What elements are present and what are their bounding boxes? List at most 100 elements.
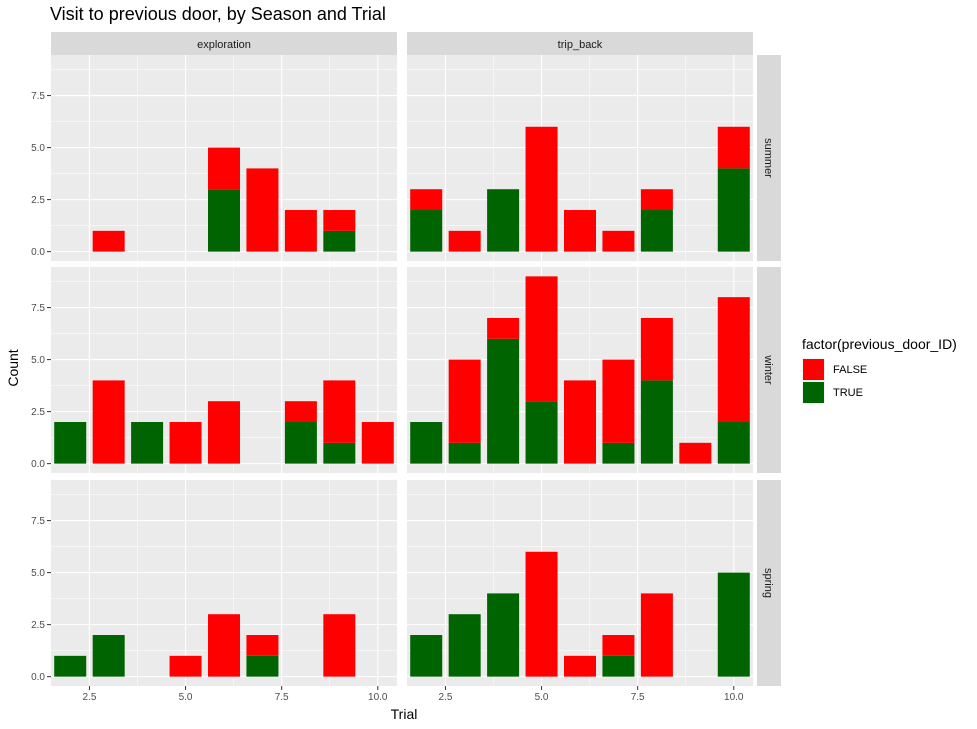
y-tick-label: 0.0 bbox=[31, 459, 45, 470]
bar-summer-trip_back-trial-3-false bbox=[448, 230, 481, 252]
facet-strip-spring bbox=[757, 480, 781, 686]
bar-winter-trip_back-trial-3-true bbox=[448, 442, 481, 464]
bar-winter-trip_back-trial-8-false bbox=[640, 317, 673, 381]
bar-winter-trip_back-trial-10-false bbox=[717, 297, 750, 423]
bar-winter-exploration-trial-9-false bbox=[323, 380, 356, 443]
facet-strip-label-summer: summer bbox=[762, 138, 774, 178]
legend-label-false: FALSE bbox=[833, 364, 867, 376]
legend: factor(previous_door_ID) FALSE TRUE bbox=[802, 336, 957, 404]
bar-spring-trip_back-trial-10-true bbox=[717, 572, 750, 677]
bar-spring-exploration-trial-7-false bbox=[246, 635, 279, 656]
x-tick-label: 7.5 bbox=[631, 692, 645, 703]
bar-winter-trip_back-trial-3-false bbox=[448, 359, 481, 443]
y-tick-label: 7.5 bbox=[31, 516, 45, 527]
bar-spring-exploration-trial-6-false bbox=[208, 614, 240, 677]
bar-winter-trip_back-trial-6-false bbox=[564, 380, 596, 464]
bar-summer-trip_back-trial-8-true bbox=[640, 210, 673, 252]
x-tick-label: 7.5 bbox=[275, 692, 289, 703]
facet-strip-label-exploration: exploration bbox=[197, 39, 251, 51]
x-tick-label: 10.0 bbox=[368, 692, 388, 703]
bar-spring-exploration-trial-2-true bbox=[54, 655, 87, 677]
facet-strip-label-trip_back: trip_back bbox=[558, 39, 603, 51]
y-tick-label: 2.5 bbox=[31, 407, 45, 418]
facet-strip-winter bbox=[757, 267, 781, 473]
facet-strip-trip_back bbox=[407, 32, 753, 55]
bar-winter-trip_back-trial-7-true bbox=[602, 442, 635, 464]
legend-title: factor(previous_door_ID) bbox=[802, 336, 957, 352]
bar-winter-exploration-trial-6-false bbox=[208, 401, 240, 464]
bar-summer-trip_back-trial-2-false bbox=[410, 189, 443, 211]
facet-strip-label-winter: winter bbox=[762, 354, 774, 385]
bar-summer-trip_back-trial-2-true bbox=[410, 210, 443, 252]
bar-spring-trip_back-trial-8-false bbox=[640, 593, 673, 677]
bar-spring-exploration-trial-3-true bbox=[92, 635, 125, 677]
bar-summer-trip_back-trial-6-false bbox=[564, 210, 596, 252]
bar-summer-trip_back-trial-10-false bbox=[717, 126, 750, 169]
bar-winter-trip_back-trial-4-true bbox=[487, 338, 520, 464]
legend-swatch-true bbox=[803, 382, 824, 403]
bar-spring-trip_back-trial-3-true bbox=[448, 614, 481, 677]
bar-summer-trip_back-trial-4-true bbox=[487, 189, 520, 252]
y-axis-title: Count bbox=[5, 349, 21, 386]
y-tick-label: 2.5 bbox=[31, 620, 45, 631]
bar-summer-exploration-trial-8-false bbox=[284, 210, 317, 252]
bar-winter-exploration-trial-2-true bbox=[54, 422, 87, 464]
bar-winter-exploration-trial-8-false bbox=[284, 401, 317, 423]
x-tick-label: 5.0 bbox=[535, 692, 549, 703]
bar-winter-exploration-trial-4-true bbox=[131, 422, 164, 464]
legend-label-true: TRUE bbox=[833, 387, 863, 399]
y-tick-label: 7.5 bbox=[31, 91, 45, 102]
y-tick-label: 5.0 bbox=[31, 568, 45, 579]
bar-summer-trip_back-trial-10-true bbox=[717, 168, 750, 252]
bar-spring-exploration-trial-9-false bbox=[323, 614, 356, 677]
bar-winter-exploration-trial-10-false bbox=[361, 422, 394, 464]
x-tick-label: 2.5 bbox=[438, 692, 452, 703]
bar-summer-trip_back-trial-8-false bbox=[640, 189, 673, 211]
bar-winter-trip_back-trial-10-true bbox=[717, 422, 750, 464]
y-tick-label: 5.0 bbox=[31, 143, 45, 154]
bar-spring-exploration-trial-7-true bbox=[246, 655, 279, 677]
bar-spring-trip_back-trial-7-false bbox=[602, 635, 635, 656]
y-tick-label: 7.5 bbox=[31, 303, 45, 314]
legend-swatch-false bbox=[803, 359, 824, 380]
bar-winter-exploration-trial-5-false bbox=[169, 422, 202, 464]
chart-title: Visit to previous door, by Season and Tr… bbox=[50, 4, 386, 24]
bar-winter-trip_back-trial-5-false bbox=[525, 276, 558, 402]
y-tick-label: 0.0 bbox=[31, 672, 45, 683]
bar-summer-exploration-trial-9-true bbox=[323, 230, 356, 252]
bar-winter-exploration-trial-9-true bbox=[323, 442, 356, 464]
bar-spring-trip_back-trial-5-false bbox=[525, 551, 558, 677]
bar-winter-exploration-trial-8-true bbox=[284, 422, 317, 464]
bar-summer-exploration-trial-7-false bbox=[246, 168, 279, 252]
y-tick-label: 5.0 bbox=[31, 355, 45, 366]
bar-winter-trip_back-trial-7-false bbox=[602, 359, 635, 443]
x-axis-title: Trial bbox=[391, 706, 418, 722]
bar-summer-exploration-trial-6-true bbox=[208, 189, 240, 252]
facet-strip-label-spring: spring bbox=[762, 568, 774, 598]
y-tick-label: 0.0 bbox=[31, 247, 45, 258]
bar-spring-exploration-trial-5-false bbox=[169, 655, 202, 677]
x-tick-label: 10.0 bbox=[724, 692, 744, 703]
bar-winter-trip_back-trial-4-false bbox=[487, 317, 520, 339]
bar-summer-exploration-trial-3-false bbox=[92, 230, 125, 252]
bar-spring-trip_back-trial-4-true bbox=[487, 593, 520, 677]
bar-winter-exploration-trial-3-false bbox=[92, 380, 125, 464]
bar-spring-trip_back-trial-7-true bbox=[602, 655, 635, 677]
bar-spring-trip_back-trial-2-true bbox=[410, 635, 443, 677]
bar-spring-trip_back-trial-6-false bbox=[564, 655, 596, 677]
bar-winter-trip_back-trial-5-true bbox=[525, 401, 558, 464]
facet-strip-exploration bbox=[51, 32, 397, 55]
y-tick-label: 2.5 bbox=[31, 195, 45, 206]
bar-winter-trip_back-trial-2-true bbox=[410, 422, 443, 464]
x-tick-label: 2.5 bbox=[82, 692, 96, 703]
facet-strip-summer bbox=[757, 55, 781, 261]
bar-summer-trip_back-trial-5-false bbox=[525, 126, 558, 252]
bar-summer-trip_back-trial-7-false bbox=[602, 230, 635, 252]
x-tick-label: 5.0 bbox=[179, 692, 193, 703]
bar-summer-exploration-trial-6-false bbox=[208, 147, 240, 190]
bar-summer-exploration-trial-9-false bbox=[323, 210, 356, 231]
bar-winter-trip_back-trial-9-false bbox=[679, 442, 712, 464]
bar-winter-trip_back-trial-8-true bbox=[640, 380, 673, 464]
